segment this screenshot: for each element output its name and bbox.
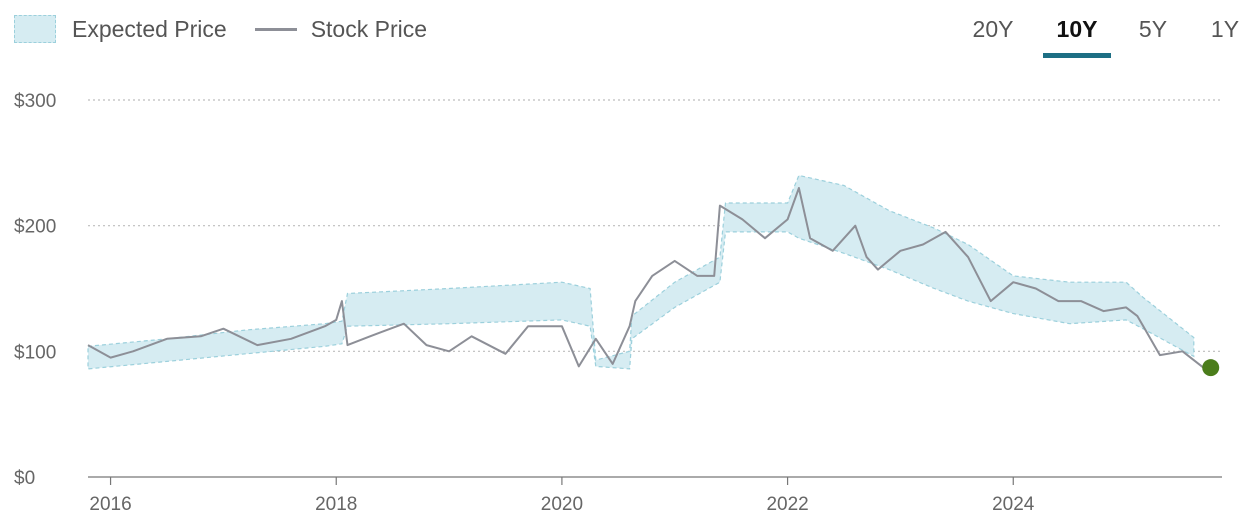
- current-price-dot: [1202, 359, 1220, 377]
- tab-1y[interactable]: 1Y: [1210, 16, 1240, 42]
- expected-price-band-layer: [87, 174, 1195, 370]
- y-tick-label: $200: [14, 217, 56, 238]
- expected-price-swatch: [14, 15, 56, 43]
- legend-stock-price[interactable]: Stock Price: [254, 15, 428, 43]
- grid-lines: [88, 99, 1222, 352]
- tab-10y[interactable]: 10Y: [1043, 12, 1111, 58]
- tab-5y[interactable]: 5Y: [1138, 16, 1168, 42]
- stock-price-swatch: [254, 27, 297, 31]
- y-tick-label: $300: [14, 91, 56, 112]
- y-tick-label: $0: [14, 468, 35, 489]
- stock-price-label: Stock Price: [310, 15, 428, 42]
- tab-20y[interactable]: 20Y: [972, 16, 1014, 42]
- stock-price-line: [87, 187, 1206, 370]
- range-tabs: 20Y 10Y 5Y 1Y: [943, 12, 1255, 58]
- legend-expected-price[interactable]: Expected Price: [14, 15, 227, 43]
- chart-legend: Expected Price Stock Price: [14, 12, 455, 46]
- expected-price-band: [87, 174, 1195, 370]
- x-tick-label: 2022: [766, 494, 808, 515]
- tick-labels: $0 $100 $200 $300 2016 2018 2020 2022 2024: [14, 91, 1035, 515]
- x-axis: [88, 476, 1222, 485]
- x-tick-label: 2020: [541, 494, 583, 515]
- stock-price-line-layer: [87, 187, 1220, 377]
- x-tick-label: 2024: [992, 494, 1035, 515]
- x-tick-label: 2016: [89, 494, 131, 515]
- y-tick-label: $100: [14, 342, 56, 363]
- expected-price-label: Expected Price: [72, 15, 227, 42]
- x-tick-label: 2018: [315, 494, 357, 515]
